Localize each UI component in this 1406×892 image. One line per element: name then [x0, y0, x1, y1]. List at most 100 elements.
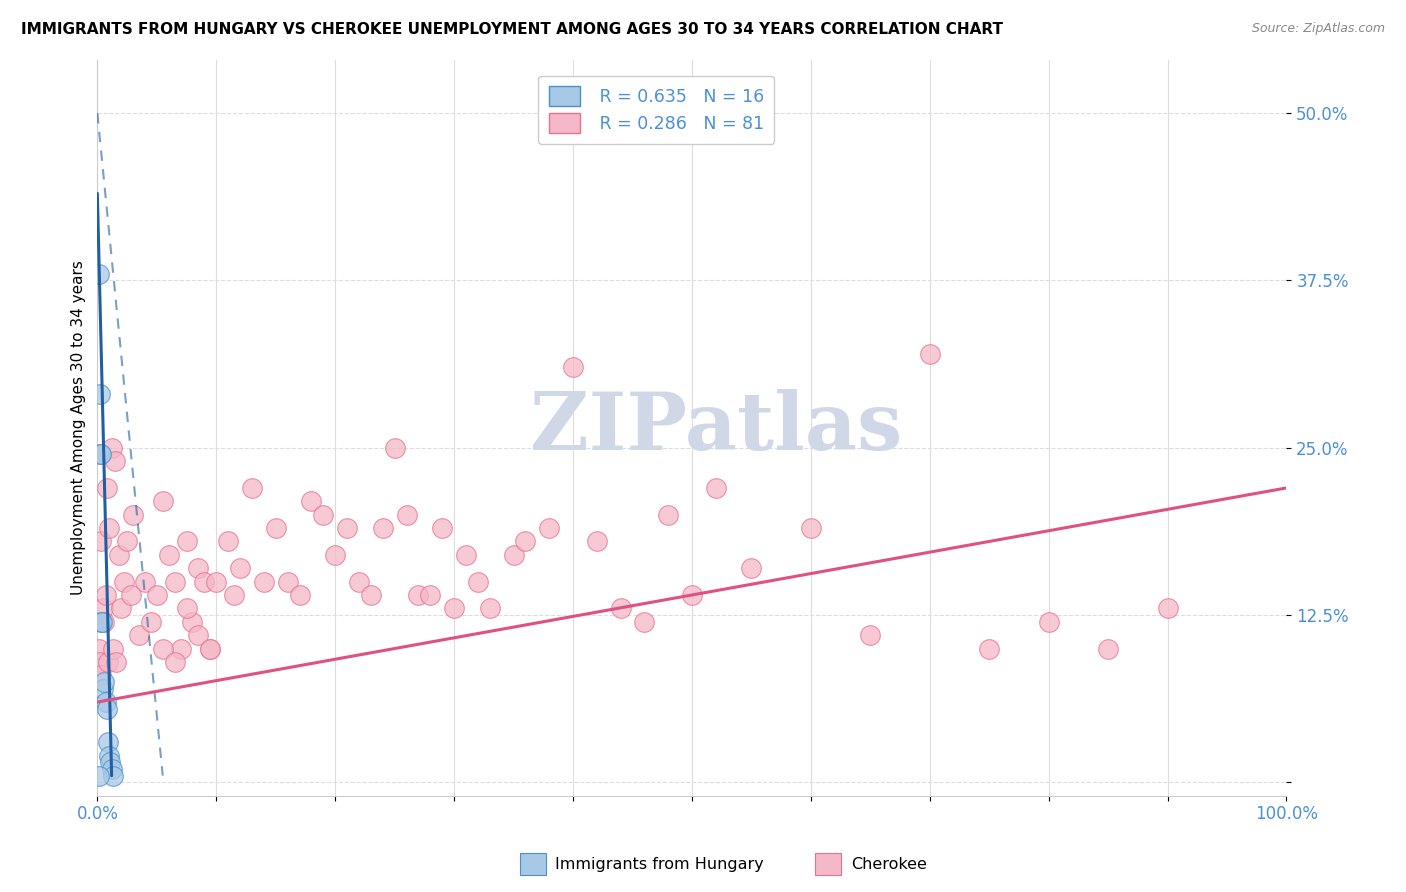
Point	[169, 641, 191, 656]
Point	[91, 601, 114, 615]
Point	[101, 641, 124, 656]
Point	[585, 534, 607, 549]
Point	[90, 534, 112, 549]
Point	[98, 748, 121, 763]
Point	[288, 588, 311, 602]
Point	[91, 681, 114, 696]
Point	[657, 508, 679, 522]
Point	[152, 641, 174, 656]
Point	[240, 481, 263, 495]
Point	[229, 561, 252, 575]
Point	[515, 534, 537, 549]
Text: Immigrants from Hungary: Immigrants from Hungary	[555, 857, 763, 872]
Point	[96, 481, 118, 495]
Point	[467, 574, 489, 589]
Point	[96, 702, 118, 716]
Point	[419, 588, 441, 602]
Point	[181, 615, 204, 629]
Point	[1097, 641, 1119, 656]
Point	[89, 447, 111, 461]
Point	[408, 588, 430, 602]
Point	[384, 441, 406, 455]
Point	[740, 561, 762, 575]
Point	[90, 615, 112, 629]
Point	[371, 521, 394, 535]
Point	[90, 447, 112, 461]
Point	[157, 548, 180, 562]
Point	[200, 641, 222, 656]
Point	[93, 615, 115, 629]
Point	[502, 548, 524, 562]
Point	[205, 574, 228, 589]
Point	[1156, 601, 1178, 615]
Point	[193, 574, 215, 589]
Point	[187, 561, 209, 575]
Text: Source: ZipAtlas.com: Source: ZipAtlas.com	[1251, 22, 1385, 36]
Point	[299, 494, 322, 508]
Point	[128, 628, 150, 642]
Point	[277, 574, 299, 589]
Point	[312, 508, 335, 522]
Point	[134, 574, 156, 589]
Point	[443, 601, 465, 615]
Point	[100, 441, 122, 455]
Point	[253, 574, 276, 589]
Text: Cherokee: Cherokee	[851, 857, 927, 872]
Point	[264, 521, 287, 535]
Legend:  R = 0.635   N = 16,  R = 0.286   N = 81: R = 0.635 N = 16, R = 0.286 N = 81	[538, 76, 775, 144]
Point	[94, 588, 117, 602]
Point	[104, 454, 127, 468]
Text: IMMIGRANTS FROM HUNGARY VS CHEROKEE UNEMPLOYMENT AMONG AGES 30 TO 34 YEARS CORRE: IMMIGRANTS FROM HUNGARY VS CHEROKEE UNEM…	[21, 22, 1002, 37]
Point	[163, 655, 186, 669]
Point	[478, 601, 501, 615]
Point	[100, 756, 122, 770]
Point	[859, 628, 882, 642]
Point	[538, 521, 561, 535]
Point	[93, 675, 115, 690]
Point	[94, 695, 117, 709]
Point	[120, 588, 142, 602]
Point	[101, 769, 124, 783]
Point	[609, 601, 631, 615]
Point	[122, 508, 145, 522]
Point	[800, 521, 823, 535]
Point	[395, 508, 418, 522]
Point	[224, 588, 246, 602]
Point	[97, 655, 120, 669]
Point	[681, 588, 703, 602]
Text: ZIPatlas: ZIPatlas	[530, 389, 901, 467]
Point	[323, 548, 346, 562]
Point	[200, 641, 222, 656]
Point	[89, 655, 111, 669]
Point	[454, 548, 477, 562]
Point	[139, 615, 162, 629]
Point	[107, 548, 129, 562]
Point	[115, 534, 138, 549]
Point	[98, 521, 121, 535]
Point	[91, 615, 114, 629]
Point	[87, 267, 110, 281]
Point	[163, 574, 186, 589]
Y-axis label: Unemployment Among Ages 30 to 34 years: Unemployment Among Ages 30 to 34 years	[72, 260, 86, 595]
Point	[347, 574, 370, 589]
Point	[110, 601, 132, 615]
Point	[176, 534, 198, 549]
Point	[176, 601, 198, 615]
Point	[89, 387, 111, 401]
Point	[146, 588, 169, 602]
Point	[979, 641, 1001, 656]
Point	[97, 735, 120, 749]
Point	[918, 347, 941, 361]
Point	[105, 655, 128, 669]
Point	[90, 668, 112, 682]
Point	[217, 534, 239, 549]
Point	[704, 481, 727, 495]
Point	[633, 615, 655, 629]
Point	[112, 574, 135, 589]
Point	[1038, 615, 1060, 629]
Point	[562, 360, 585, 375]
Point	[87, 769, 110, 783]
Point	[360, 588, 382, 602]
Point	[336, 521, 359, 535]
Point	[152, 494, 174, 508]
